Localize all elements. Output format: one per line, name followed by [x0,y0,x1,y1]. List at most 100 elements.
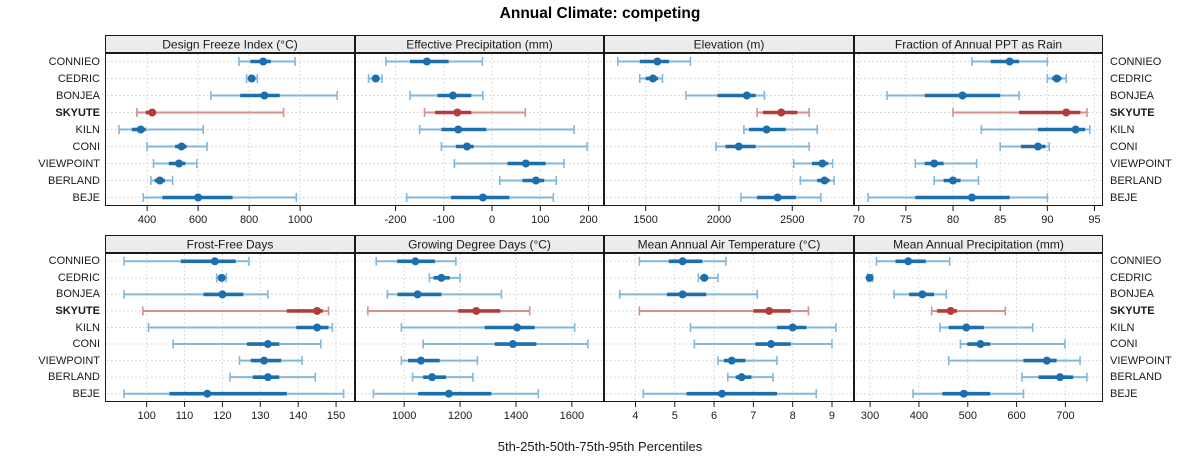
axis-caption: 5th-25th-50th-75th-95th Percentiles [497,439,703,454]
median-dot [422,57,431,66]
panel-strip-title: Design Freeze Index (°C) [162,38,298,52]
percentile-row-skyute [756,108,810,117]
median-dot [1005,57,1014,66]
percentile-row-skyute [638,306,810,316]
median-dot [717,389,726,398]
median-dot [413,290,422,299]
x-tick-label: 1400 [504,410,528,422]
median-dot [773,193,782,202]
percentile-row-coni [146,142,208,151]
median-dot [210,257,219,266]
percentile-row-cedric [245,74,259,83]
median-dot [648,74,657,83]
row-label-right-bonjea: BONJEA [1110,288,1155,301]
percentile-row-cedric [215,273,228,283]
percentile-row-kiln [980,125,1091,134]
row-label-right-skyute: SKYUTE [1110,106,1155,119]
percentile-row-coni [422,339,589,349]
percentile-row-viewpoint [238,356,303,366]
panel-strip [105,235,355,253]
row-label-left-berland: BERLAND [48,174,100,187]
x-tick-label: 85 [994,214,1006,226]
median-dot [765,306,774,315]
row-label-left-connieo: CONNIEO [48,255,100,268]
median-dot [313,323,322,332]
median-dot [930,159,939,168]
percentile-row-connieo [123,256,250,266]
percentile-row-beje [912,389,1025,399]
row-label-right-coni: CONI [1110,338,1138,351]
row-label-right-connieo: CONNIEO [1110,255,1162,268]
median-dot [1033,142,1042,151]
percentile-row-cedric [638,74,664,83]
x-tick-label: 95 [1088,214,1100,226]
percentile-row-kiln [689,323,837,332]
median-dot [767,340,776,349]
x-tick-label: 1600 [560,410,584,422]
median-dot [478,193,487,202]
percentile-row-beje [405,193,555,202]
percentile-row-coni [440,142,588,151]
row-label-right-viewpoint: VIEWPOINT [1110,354,1172,367]
percentile-row-bonjea [618,289,759,299]
percentile-row-connieo [375,256,457,266]
panel-strip-title: Mean Annual Air Temperature (°C) [638,238,821,252]
percentile-row-coni [999,142,1051,151]
median-dot [454,125,463,134]
panel-row-1: Design Freeze Index (°C)400 600 800 1000Eff… [105,35,1103,226]
median-dot [918,290,927,299]
median-dot [437,273,446,282]
percentile-row-connieo [638,256,727,266]
median-dot [247,74,256,83]
x-tick-label: 800 [240,214,258,226]
row-label-left-beje: BEJE [72,387,100,400]
percentile-row-coni [693,339,833,349]
percentile-row-berland [933,176,980,185]
percentile-row-berland [727,372,774,382]
percentile-row-beje [740,193,822,202]
percentile-row-viewpoint [453,159,565,168]
panel-strip [854,235,1103,253]
percentile-row-viewpoint [792,159,834,168]
x-tick-label: -100 [433,214,455,226]
x-tick-label: 400 [910,410,928,422]
row-label-left-bonjea: BONJEA [55,89,100,102]
row-label-right-viewpoint: VIEWPOINT [1110,157,1172,170]
median-dot [700,273,709,282]
row-label-left-coni: CONI [72,140,101,153]
median-dot [513,323,522,332]
row-label-left-skyute: SKYUTE [55,304,100,317]
x-tick-label: 4 [632,410,638,422]
percentile-row-viewpoint [400,356,479,366]
x-tick-label: 80 [947,214,959,226]
median-dot [959,389,968,398]
panel-strip [355,35,604,53]
median-dot [194,193,203,202]
median-dot [313,306,322,315]
x-tick-label: 300 [861,410,879,422]
x-tick-label: 600 [1007,410,1025,422]
median-dot [453,108,462,117]
row-label-right-coni: CONI [1110,140,1138,153]
row-label-left-viewpoint: VIEWPOINT [38,354,100,367]
percentile-row-viewpoint [914,159,978,168]
median-dot [1062,108,1071,117]
percentile-row-beje [642,389,818,399]
median-dot [678,257,687,266]
x-tick-label: 1000 [288,214,312,226]
percentile-row-viewpoint [152,159,198,168]
median-dot [1071,125,1080,134]
percentile-row-connieo [971,57,1049,66]
x-tick-label: 500 [959,410,977,422]
percentile-row-beje [123,389,345,399]
median-dot [428,373,437,382]
median-dot [818,159,827,168]
percentile-row-kiln [400,323,576,332]
panel-strip-title: Growing Degree Days (°C) [408,238,551,252]
row-label-left-viewpoint: VIEWPOINT [38,157,100,170]
median-dot [217,273,226,282]
percentile-row-berland [498,176,558,185]
median-dot [1042,356,1051,365]
percentile-row-kiln [418,125,575,134]
